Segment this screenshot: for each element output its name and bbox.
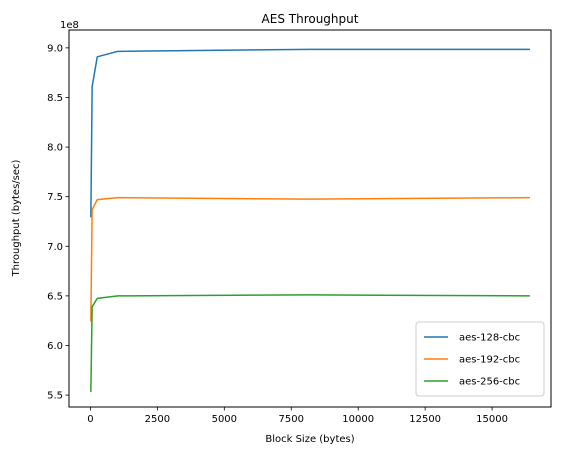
y-tick-label: 9.0: [47, 43, 63, 54]
legend-label-aes-192-cbc: aes-192-cbc: [459, 355, 520, 366]
y-tick-label: 7.5: [47, 192, 63, 203]
y-tick-label: 6.0: [47, 341, 63, 352]
legend-label-aes-128-cbc: aes-128-cbc: [459, 333, 520, 344]
legend: aes-128-cbc aes-192-cbc aes-256-cbc: [416, 322, 544, 396]
x-tick-label: 5000: [212, 414, 237, 425]
x-axis-label: Block Size (bytes): [265, 434, 354, 445]
y-tick-label: 7.0: [47, 242, 63, 253]
y-tick-label: 8.5: [47, 93, 63, 104]
y-offset-label: 1e8: [60, 20, 79, 31]
chart-title: AES Throughput: [262, 12, 359, 26]
y-tick-label: 8.0: [47, 143, 63, 154]
y-tick-label: 5.5: [47, 391, 63, 402]
y-tick-label: 6.5: [47, 291, 63, 302]
x-tick-label: 12500: [409, 414, 441, 425]
x-tick-label: 10000: [342, 414, 374, 425]
x-tick-label: 0: [87, 414, 93, 425]
legend-label-aes-256-cbc: aes-256-cbc: [459, 377, 520, 388]
x-tick-label: 7500: [279, 414, 304, 425]
x-tick-label: 2500: [145, 414, 170, 425]
x-tick-label: 15000: [476, 414, 508, 425]
y-axis-label: Throughput (bytes/sec): [11, 159, 22, 277]
